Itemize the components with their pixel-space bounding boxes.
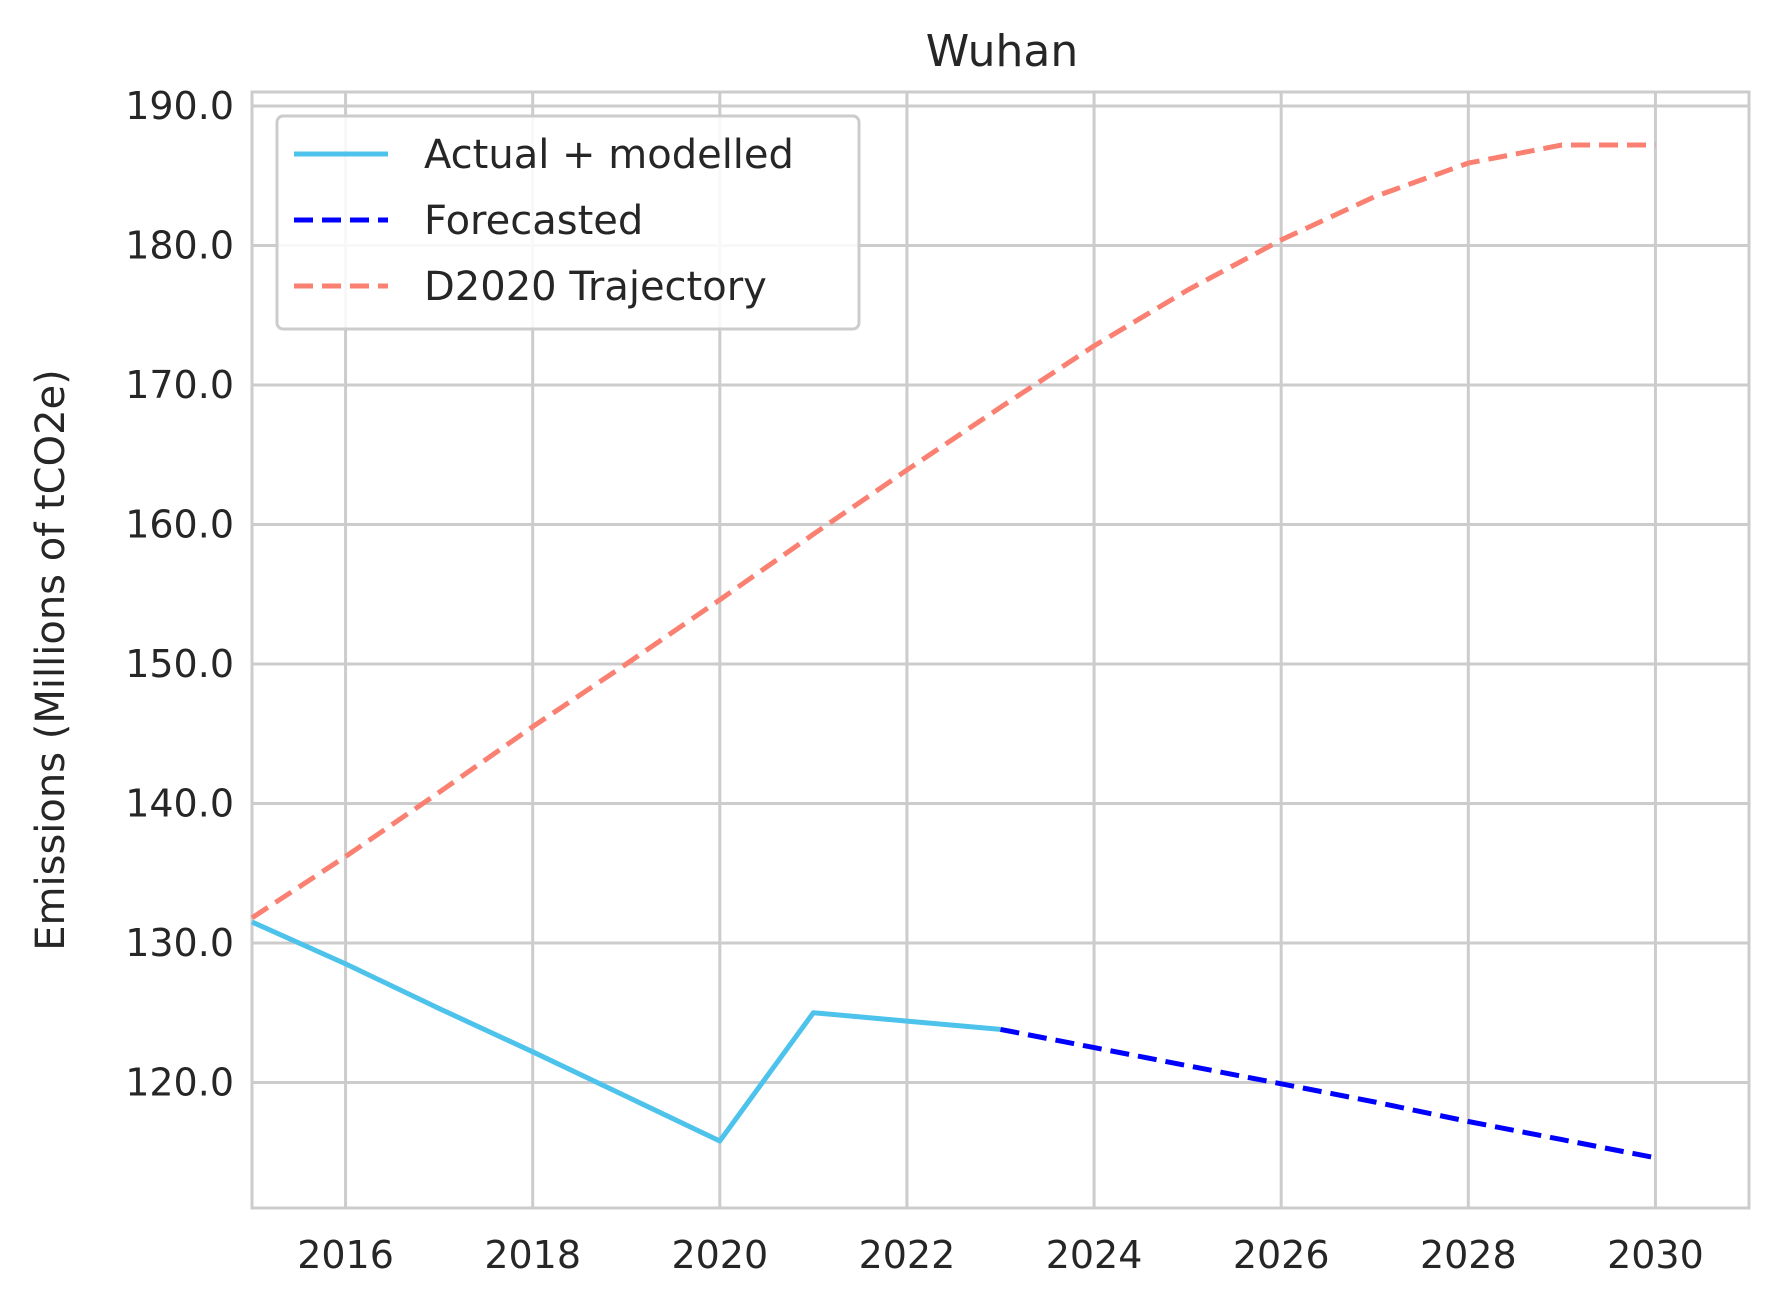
x-tick-label: 2018	[484, 1233, 581, 1277]
chart-title: Wuhan	[926, 26, 1079, 77]
y-tick-label: 130.0	[125, 921, 234, 965]
x-axis-tick-labels: 2016 2018 2020 2022 2024 2026 2028 2030	[297, 1233, 1704, 1277]
x-tick-label: 2024	[1046, 1233, 1143, 1277]
x-tick-label: 2020	[671, 1233, 768, 1277]
legend-box	[275, 114, 861, 331]
series-layer	[250, 142, 1656, 1161]
y-tick-label: 120.0	[125, 1060, 234, 1104]
y-tick-label: 180.0	[125, 223, 234, 267]
x-tick-label: 2026	[1233, 1233, 1330, 1277]
y-tick-label: 140.0	[125, 781, 234, 825]
x-tick-label: 2022	[859, 1233, 956, 1277]
y-tick-label: 170.0	[125, 363, 234, 407]
x-tick-label: 2030	[1607, 1233, 1704, 1277]
x-tick-label: 2028	[1420, 1233, 1517, 1277]
series-line-actual-modelled	[250, 919, 1001, 1144]
x-tick-label: 2016	[297, 1233, 394, 1277]
y-tick-label: 190.0	[125, 84, 234, 128]
legend-label: Actual + modelled	[424, 132, 794, 178]
grid-lines	[252, 92, 1749, 1208]
plot-area-frame	[250, 90, 1751, 1210]
y-axis-label: Emissions (Millions of tCO2e)	[28, 369, 74, 951]
legend-label: Forecasted	[424, 198, 643, 244]
y-tick-label: 150.0	[125, 642, 234, 686]
series-line-d2020-trajectory	[250, 142, 1656, 920]
legend: Actual + modelled Forecasted D2020 Traject…	[275, 114, 861, 331]
y-tick-label: 160.0	[125, 502, 234, 546]
y-axis-tick-labels: 120.0 130.0 140.0 150.0 160.0 170.0 180.0 190.0	[125, 84, 234, 1104]
legend-label: D2020 Trajectory	[424, 264, 767, 310]
